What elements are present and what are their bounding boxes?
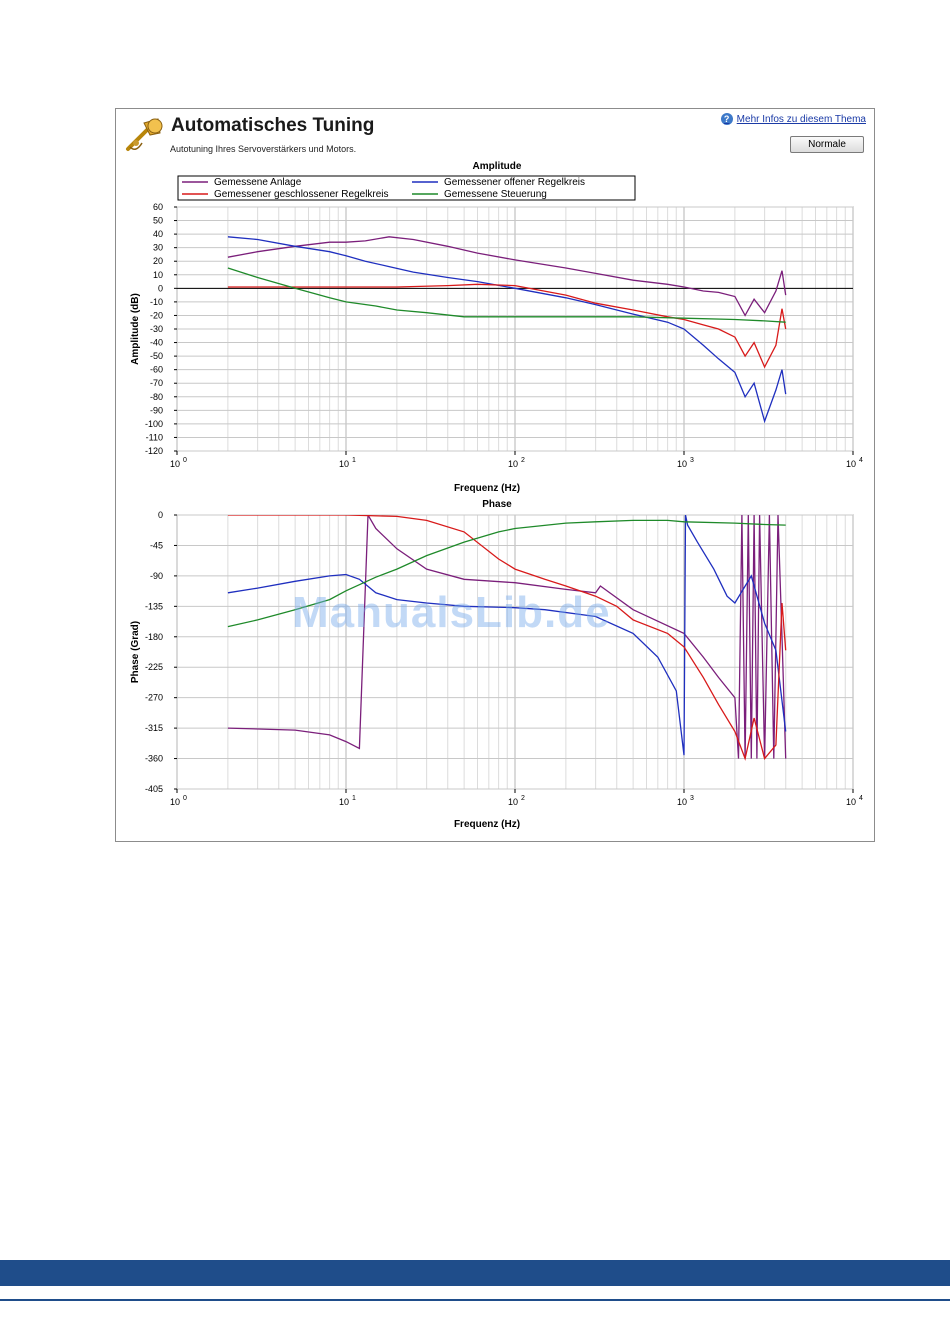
- series-line-gemessene-anlage: [227, 236, 787, 317]
- y-tick-label: -100: [145, 419, 163, 429]
- x-tick-label: 10: [339, 797, 349, 807]
- help-icon[interactable]: ?: [720, 113, 733, 125]
- y-tick-label: -90: [150, 571, 163, 581]
- x-tick-exponent: 2: [521, 457, 525, 464]
- x-tick-label: 10: [846, 797, 856, 807]
- x-tick-label: 10: [508, 797, 518, 807]
- y-tick-label: 30: [153, 243, 163, 253]
- x-tick-exponent: 3: [690, 457, 694, 464]
- x-tick-exponent: 4: [859, 457, 863, 464]
- y-tick-label: -90: [150, 405, 163, 415]
- legend-box: [177, 175, 636, 201]
- y-tick-label: -45: [150, 540, 163, 550]
- series-line-gemessener-geschlossener-regelkreis: [227, 515, 787, 761]
- y-tick-label: -135: [145, 601, 163, 611]
- y-tick-label: -50: [150, 351, 163, 361]
- y-tick-label: 40: [153, 229, 163, 239]
- series-line-gemessene-steuerung: [227, 519, 786, 628]
- x-tick-label: 10: [677, 459, 687, 469]
- y-axis-title: Amplitude (dB): [130, 293, 141, 365]
- y-tick-label: -405: [145, 784, 163, 794]
- y-tick-label: 0: [158, 510, 163, 520]
- x-tick-exponent: 0: [183, 795, 187, 802]
- y-tick-label: -30: [150, 324, 163, 334]
- x-tick-exponent: 4: [859, 795, 863, 802]
- y-tick-label: -315: [145, 723, 163, 733]
- y-tick-label: -110: [146, 432, 163, 442]
- y-axis-title: Phase (Grad): [130, 621, 141, 683]
- x-axis-title: Frequenz (Hz): [454, 819, 520, 830]
- series-line-gemessener-geschlossener-regelkreis: [227, 283, 787, 369]
- series-line-gemessener-offener-regelkreis: [227, 515, 787, 756]
- x-tick-label: 10: [508, 459, 518, 469]
- y-tick-label: 10: [153, 270, 163, 280]
- y-tick-label: 20: [153, 256, 163, 266]
- x-tick-label: 10: [846, 459, 856, 469]
- page-title: Automatisches Tuning: [171, 115, 375, 136]
- help-link[interactable]: ? Mehr Infos zu diesem Thema: [720, 113, 866, 125]
- x-tick-exponent: 1: [352, 795, 356, 802]
- series-line-gemessene-anlage: [227, 515, 787, 759]
- y-tick-label: -60: [150, 365, 163, 375]
- legend-item: Gemessener offener Regelkreis: [444, 177, 585, 188]
- y-tick-label: -180: [145, 632, 163, 642]
- y-tick-label: -70: [150, 378, 163, 388]
- x-tick-label: 10: [170, 797, 180, 807]
- page-subtitle: Autotuning Ihres Servoverstärkers und Mo…: [170, 144, 357, 154]
- x-tick-exponent: 3: [690, 795, 694, 802]
- y-tick-label: 0: [158, 283, 163, 293]
- series-line-gemessene-steuerung: [227, 267, 786, 323]
- y-tick-label: -80: [150, 392, 163, 402]
- x-tick-label: 10: [339, 459, 349, 469]
- trumpet-icon: [126, 118, 163, 151]
- legend-item: Gemessene Steuerung: [444, 189, 547, 200]
- chart-title: Amplitude: [473, 161, 522, 172]
- chart-0: 6050403020100-10-20-30-40-50-60-70-80-90…: [130, 161, 863, 494]
- y-tick-label: 50: [153, 216, 163, 226]
- footer-band: [0, 1260, 950, 1286]
- y-tick-label: -360: [145, 754, 163, 764]
- x-tick-exponent: 2: [521, 795, 525, 802]
- x-tick-exponent: 1: [352, 457, 356, 464]
- x-tick-label: 10: [170, 459, 180, 469]
- bode-charts: 6050403020100-10-20-30-40-50-60-70-80-90…: [130, 161, 863, 830]
- legend: Gemessene Anlage Gemessener offener Regel…: [177, 175, 636, 201]
- y-tick-label: -10: [150, 297, 163, 307]
- y-tick-label: -270: [145, 693, 163, 703]
- y-tick-label: -120: [145, 446, 163, 456]
- x-tick-exponent: 0: [183, 457, 187, 464]
- y-tick-label: -40: [150, 338, 163, 348]
- y-tick-label: 60: [153, 202, 163, 212]
- chart-title: Phase: [482, 499, 512, 510]
- footer-line: [0, 1299, 950, 1301]
- legend-item: Gemessene Anlage: [214, 177, 302, 188]
- series-line-gemessener-offener-regelkreis: [227, 236, 787, 424]
- x-axis-title: Frequenz (Hz): [454, 483, 520, 494]
- auto-tuning-window: Automatisches Tuning Autotuning Ihres Se…: [115, 108, 875, 842]
- x-tick-label: 10: [677, 797, 687, 807]
- y-tick-label: -20: [150, 310, 163, 320]
- help-link-label[interactable]: Mehr Infos zu diesem Thema: [736, 113, 866, 125]
- y-tick-label: -225: [145, 662, 163, 672]
- normal-button[interactable]: Normale: [790, 136, 864, 153]
- legend-item: Gemessener geschlossener Regelkreis: [214, 189, 389, 200]
